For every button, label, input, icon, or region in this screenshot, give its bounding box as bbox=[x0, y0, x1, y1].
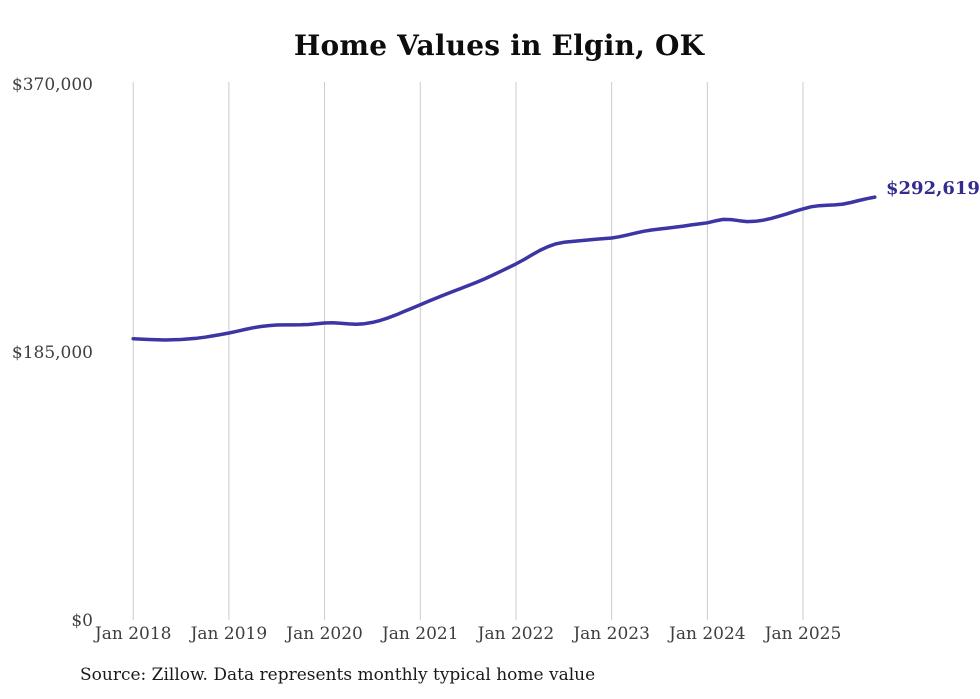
y-tick-label: $185,000 bbox=[11, 343, 93, 363]
x-tick-label: Jan 2024 bbox=[669, 624, 746, 644]
x-tick-label: Jan 2018 bbox=[94, 624, 172, 644]
chart-title: Home Values in Elgin, OK bbox=[293, 29, 705, 62]
x-tick-label: Jan 2025 bbox=[764, 624, 842, 644]
home-value-line bbox=[131, 195, 877, 342]
x-tick-label: Jan 2023 bbox=[573, 624, 650, 644]
y-tick-label: $0 bbox=[71, 611, 93, 631]
x-tick-label: Jan 2019 bbox=[190, 624, 268, 644]
x-tick-label: Jan 2020 bbox=[286, 624, 363, 644]
y-tick-label: $370,000 bbox=[11, 75, 93, 95]
x-tick-label: Jan 2022 bbox=[477, 624, 555, 644]
x-tick-label: Jan 2021 bbox=[381, 624, 459, 644]
current-value-label: $292,619 bbox=[886, 178, 980, 199]
source-note: Source: Zillow. Data represents monthly … bbox=[80, 665, 596, 685]
